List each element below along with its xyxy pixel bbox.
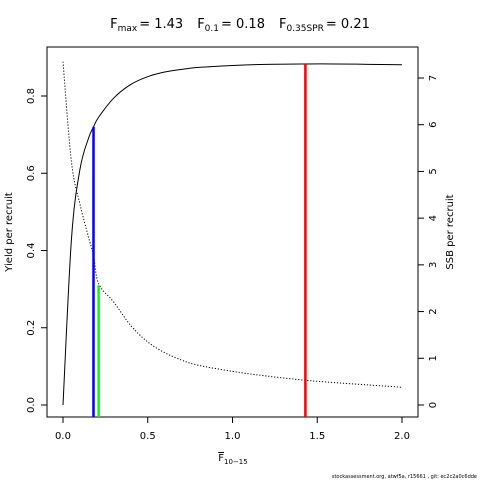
y-axis-left: 0.0 0.2 0.4 0.6 0.8 [26, 88, 48, 413]
y-right-tick-label: 7 [428, 75, 439, 81]
x-tick-label: 1.5 [309, 431, 325, 442]
x-tick-label: 1.0 [225, 431, 241, 442]
y-tick-label: 0.4 [26, 243, 37, 259]
title-f35-symbol: F [279, 17, 286, 32]
y-tick-label: 0.0 [26, 397, 37, 413]
y-axis-right-title: SSB per recruit [445, 194, 456, 269]
chart-title: Fmax = 1.43 F0.1 = 0.18 F0.35SPR = 0.21 [110, 17, 370, 34]
y-right-tick-label: 5 [428, 168, 439, 174]
y-right-tick-label: 3 [428, 262, 439, 268]
title-fmax-value: = 1.43 [139, 17, 183, 32]
x-tick-label: 2.0 [394, 431, 410, 442]
reference-lines [92, 63, 307, 417]
x-axis-title: F10−15 [218, 453, 247, 466]
y-right-tick-label: 2 [428, 308, 439, 314]
y-tick-label: 0.2 [26, 320, 37, 336]
footnote: stockassessment.org, atwf5a, r15661 , gi… [332, 474, 477, 480]
x-axis: 0.0 0.5 1.0 1.5 2.0 [55, 416, 410, 442]
x-axis-title-symbol: F [218, 453, 224, 464]
x-tick-label: 0.5 [140, 431, 156, 442]
y-right-tick-label: 6 [428, 122, 439, 128]
y-right-tick-label: 4 [428, 215, 439, 221]
x-tick-label: 0.0 [55, 431, 71, 442]
y-right-tick-label: 0 [428, 402, 439, 408]
ssb-per-recruit-line [62, 61, 403, 388]
y-tick-label: 0.8 [26, 88, 37, 104]
title-f01-sub: 0.1 [205, 24, 219, 34]
title-f35-value: = 0.21 [326, 17, 370, 32]
series-group [62, 61, 403, 406]
x-axis-title-sub: 10−15 [224, 458, 248, 466]
y-axis-right: 0 1 2 3 4 5 6 7 [417, 75, 439, 408]
yield-per-recruit-line [62, 63, 403, 406]
y-tick-label: 0.6 [26, 165, 37, 181]
plot-frame [46, 46, 419, 418]
title-f01-symbol: F [197, 17, 204, 32]
title-fmax-symbol: F [110, 17, 117, 32]
y-axis-title: Yield per recruit [4, 192, 15, 273]
title-fmax-sub: max [118, 24, 138, 34]
title-f35-sub: 0.35SPR [286, 24, 323, 34]
y-right-tick-label: 1 [428, 355, 439, 361]
title-f01-value: = 0.18 [221, 17, 265, 32]
